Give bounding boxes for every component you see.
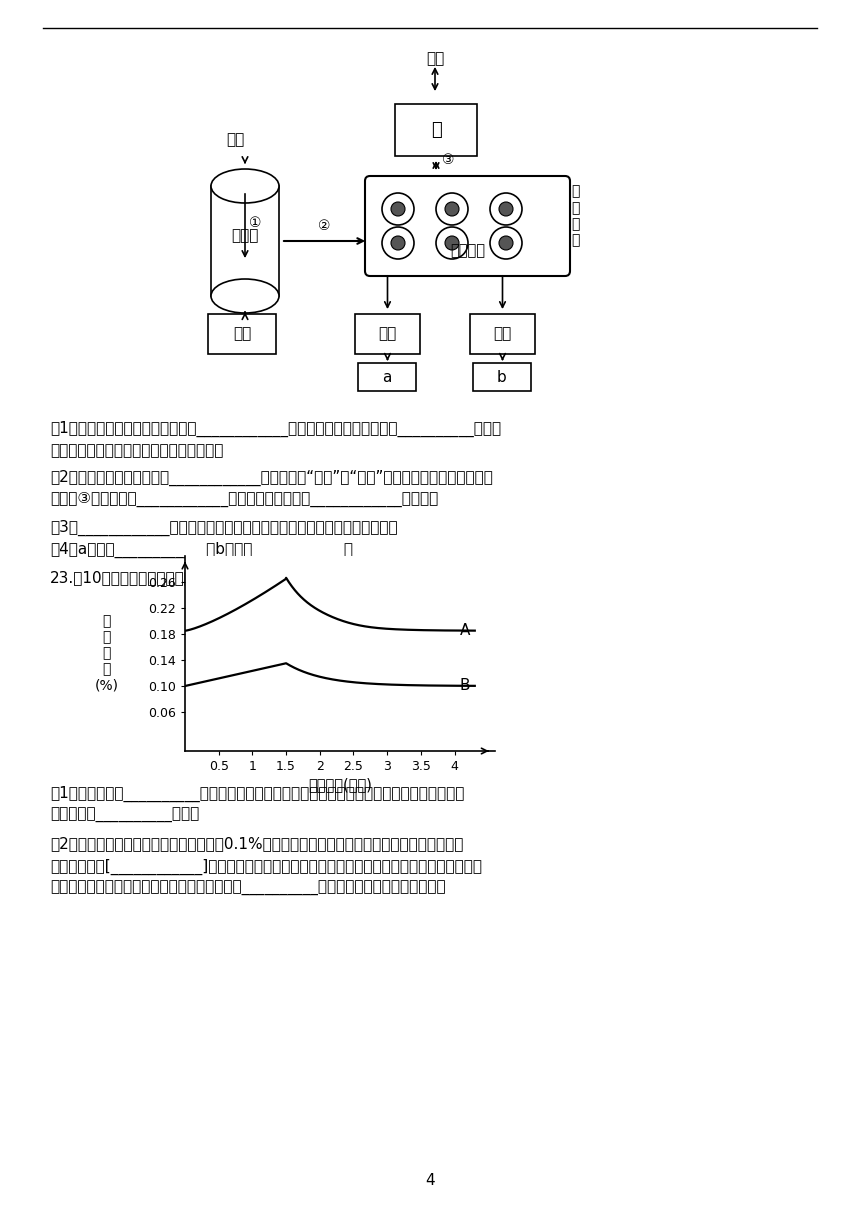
Text: ①: ① (249, 216, 261, 230)
Bar (211, 186, 279, 295)
Text: 消化道: 消化道 (231, 229, 259, 243)
Text: （1）胰岛分泌的__________直接进入细胞周围毛细血管，随血液运到全身，发挥调节作用。这: （1）胰岛分泌的__________直接进入细胞周围毛细血管，随血液运到全身，发… (50, 786, 464, 803)
Text: 变化的曲线是[____________]。针对张大爷的病情，医生建议他注射胰岛素治疗。胰岛素不能口服: 变化的曲线是[____________]。针对张大爷的病情，医生建议他注射胰岛素… (50, 858, 482, 874)
Text: 23.（10分）张大爷患有糖尿病，请运用所学知识，分析回答以下糖尿病病因、治疗等问题：: 23.（10分）张大爷患有糖尿病，请运用所学知识，分析回答以下糖尿病病因、治疗等… (50, 570, 440, 586)
Text: （1）食物中的淠粉首先在消化道的____________处被分解成麦芽糖，最后在__________处被分: （1）食物中的淠粉首先在消化道的____________处被分解成麦芽糖，最后在… (50, 421, 501, 438)
Text: 的原因是：它是一种蜗白质，进入消化道后会在__________内被初步消化，从而失去疗效。: 的原因是：它是一种蜗白质，进入消化道后会在__________内被初步消化，从而… (50, 880, 445, 896)
Text: 种调节属于__________调节。: 种调节属于__________调节。 (50, 807, 200, 823)
Ellipse shape (211, 278, 279, 313)
Text: B: B (460, 679, 470, 693)
Y-axis label: 血
糖
浓
度
(%): 血 糖 浓 度 (%) (95, 614, 119, 693)
Circle shape (391, 202, 405, 216)
Text: ②: ② (318, 219, 331, 233)
Circle shape (445, 202, 459, 216)
FancyBboxPatch shape (365, 176, 570, 276)
Ellipse shape (211, 169, 279, 203)
Text: b: b (497, 370, 507, 384)
Text: 粪便: 粪便 (233, 327, 251, 342)
Circle shape (499, 236, 513, 250)
Text: 理过程③后，肺内的____________进入血液，血液中的____________进入肺。: 理过程③后，肺内的____________进入血液，血液中的__________… (50, 491, 439, 507)
Text: a: a (383, 370, 391, 384)
Text: （2）胰岛素能降低血糖浓度，使之稳定在0.1%左右。由此可知，上图中表示张大爷餐后血糖浓度: （2）胰岛素能降低血糖浓度，使之稳定在0.1%左右。由此可知，上图中表示张大爷餐… (50, 837, 464, 851)
Text: （4）a物质是____________，b物质是____________。: （4）a物质是____________，b物质是____________。 (50, 542, 353, 558)
Text: 食物: 食物 (226, 133, 244, 147)
Circle shape (445, 236, 459, 250)
Text: （2）人在吸气时，膏肌处于____________状态（填写“收缩”或“舒张”），气体进入肺，在完成生: （2）人在吸气时，膏肌处于____________状态（填写“收缩”或“舒张”）… (50, 469, 493, 485)
Circle shape (391, 236, 405, 250)
Text: 气体: 气体 (426, 51, 444, 66)
Text: 4: 4 (425, 1173, 435, 1188)
Text: ③: ③ (442, 152, 454, 167)
X-axis label: 餐后时间(小时): 餐后时间(小时) (308, 777, 372, 792)
Text: A: A (460, 623, 470, 638)
Bar (355, 314, 420, 354)
Text: 组织细胞: 组织细胞 (450, 243, 485, 258)
Text: 血
液
循
环: 血 液 循 环 (571, 185, 580, 247)
Text: （3）____________就像一台水泵，它的泪动使血液在体内不停地循环流动。: （3）____________就像一台水泵，它的泪动使血液在体内不停地循环流动。 (50, 520, 397, 536)
Bar (473, 364, 531, 392)
Bar (470, 314, 535, 354)
Text: 解为葡萄糖，然后通过吸收进入血液循环。: 解为葡萄糖，然后通过吸收进入血液循环。 (50, 443, 224, 458)
Text: 肺: 肺 (431, 122, 441, 139)
Circle shape (499, 202, 513, 216)
Bar (358, 364, 416, 392)
Text: 皮肤: 皮肤 (378, 327, 396, 342)
Bar (208, 314, 276, 354)
Bar (395, 105, 477, 156)
Text: 肾脏: 肾脏 (494, 327, 512, 342)
